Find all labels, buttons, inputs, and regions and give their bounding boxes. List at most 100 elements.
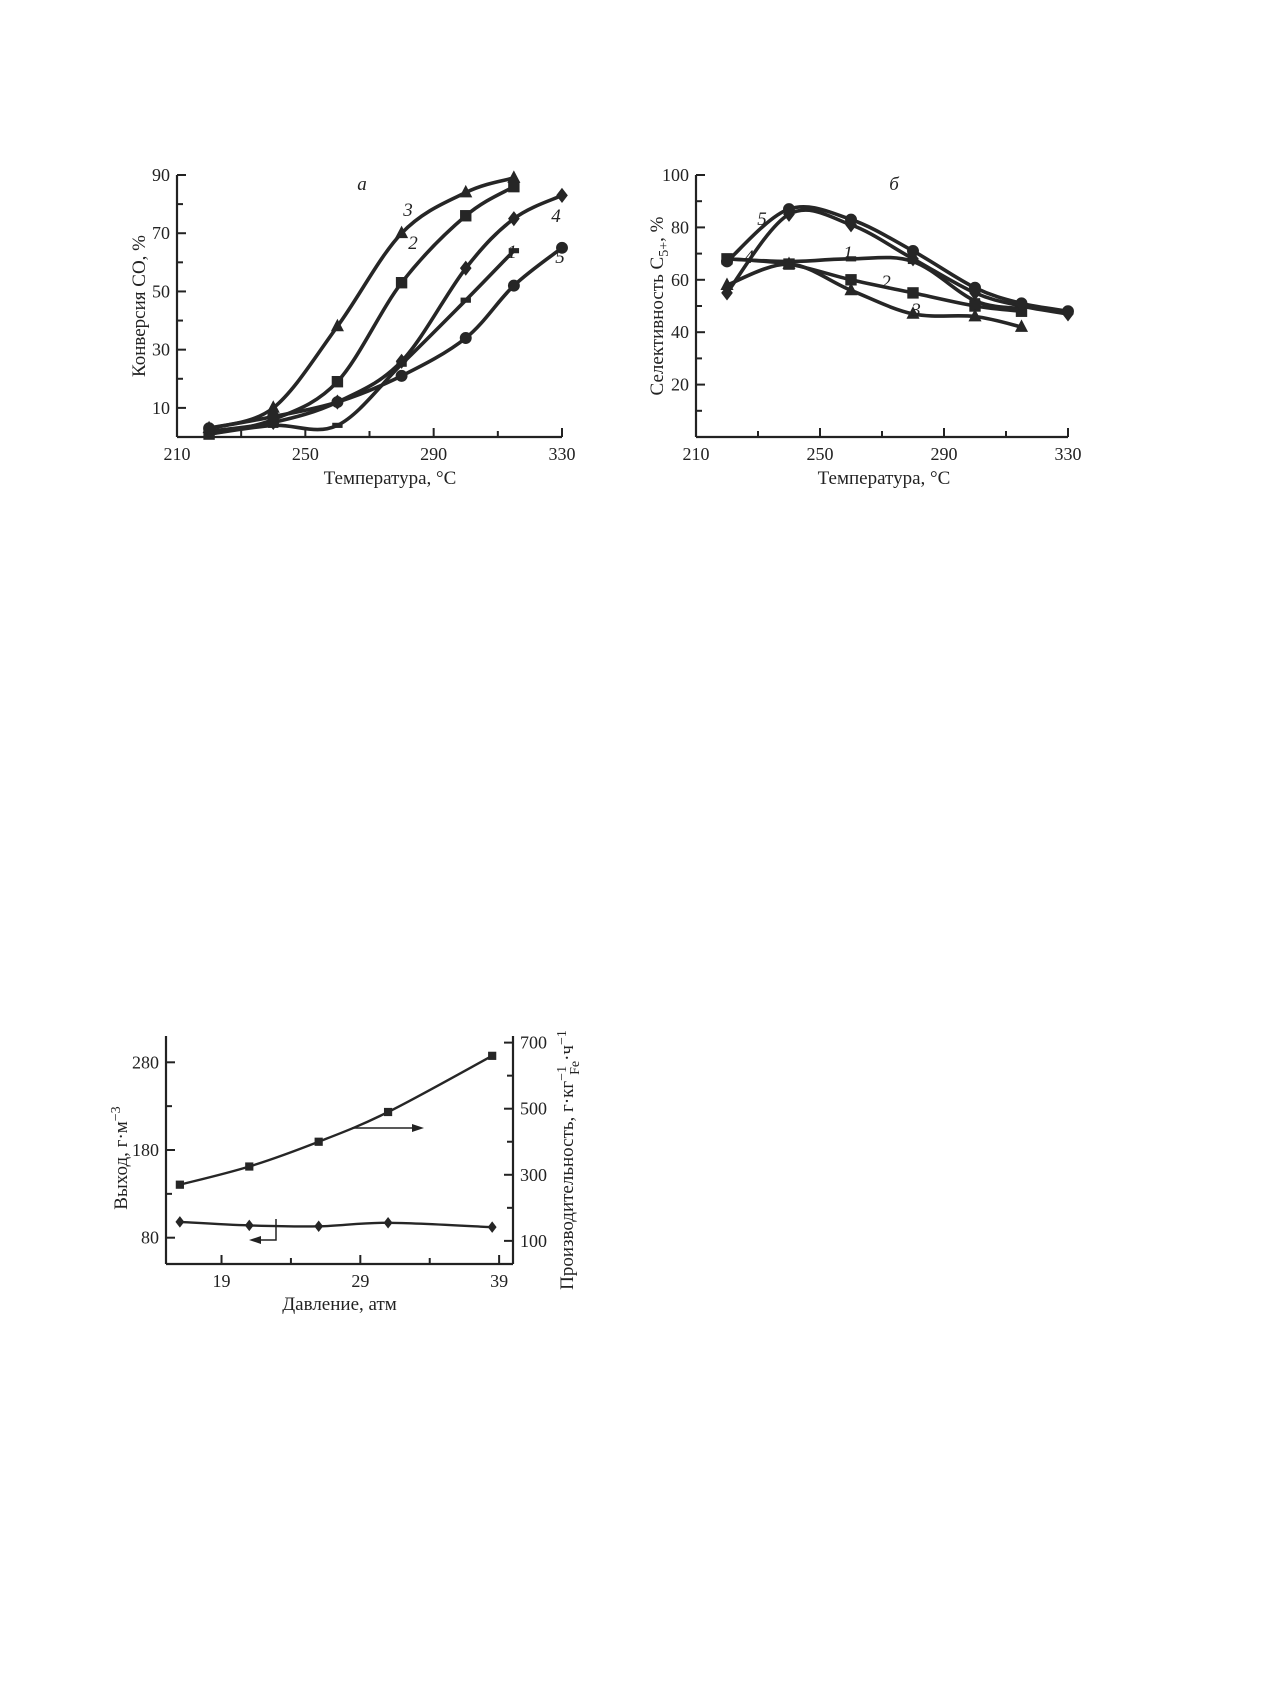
data-point xyxy=(845,213,857,226)
arrow-left-axis xyxy=(256,1219,277,1241)
y-tick-label: 100 xyxy=(662,165,689,185)
data-point xyxy=(488,1051,497,1060)
y-tick-label-left: 180 xyxy=(132,1140,159,1160)
data-point xyxy=(460,210,472,222)
series-2: 2 xyxy=(721,253,1028,317)
data-point xyxy=(507,170,521,183)
series-label-2: 2 xyxy=(881,272,891,293)
data-point xyxy=(721,255,733,268)
data-point xyxy=(314,1220,324,1233)
y-tick-label: 40 xyxy=(671,322,689,342)
y-axis-label-left: Выход, г·м−3 xyxy=(109,1106,132,1209)
x-tick-label: 19 xyxy=(213,1271,231,1291)
data-point xyxy=(395,225,409,239)
data-point xyxy=(487,1221,497,1233)
y-tick-label: 90 xyxy=(152,165,170,185)
data-point xyxy=(459,260,472,276)
data-point xyxy=(459,332,472,344)
panel-b: 210 250 290 330 20 40 60 80 100 б Температура, °C С… xyxy=(647,165,1082,489)
data-point xyxy=(175,1180,184,1189)
series-line-5 xyxy=(207,246,564,431)
x-axis-label: Температура, °C xyxy=(818,468,951,489)
data-point xyxy=(383,1107,393,1117)
series-line xyxy=(178,1220,494,1229)
series-5: 5 xyxy=(203,241,568,435)
series-label-5: 5 xyxy=(757,209,767,230)
data-point xyxy=(1062,305,1074,318)
data-point xyxy=(556,187,568,203)
x-tick-label: 39 xyxy=(490,1271,508,1291)
data-point xyxy=(721,285,733,301)
data-point xyxy=(556,241,568,254)
y-tick-label: 30 xyxy=(152,340,170,360)
series-productivity xyxy=(175,1051,497,1189)
data-point xyxy=(1014,319,1029,332)
x-tick-label: 290 xyxy=(931,444,958,464)
x-axis-label: Температура, °C xyxy=(324,468,457,489)
data-point xyxy=(508,248,520,254)
series-line-2 xyxy=(207,184,516,436)
y-tick-label: 50 xyxy=(152,281,170,301)
y-tick-label-right: 700 xyxy=(520,1033,547,1053)
data-point xyxy=(395,353,408,369)
x-tick-label: 250 xyxy=(807,444,834,464)
x-tick-label: 330 xyxy=(549,444,576,464)
x-tick-label: 210 xyxy=(683,444,710,464)
series-2: 2 xyxy=(203,180,520,440)
data-point xyxy=(906,306,920,319)
x-tick-label: 29 xyxy=(351,1271,369,1291)
data-point xyxy=(245,1162,254,1171)
x-axis-label: Давление, атм xyxy=(282,1294,397,1315)
data-point xyxy=(331,375,344,388)
y-tick-label: 60 xyxy=(671,270,689,290)
data-point xyxy=(782,256,796,269)
y-tick-label-left: 80 xyxy=(141,1228,159,1248)
data-point xyxy=(175,1216,185,1228)
y-tick-label-right: 500 xyxy=(520,1099,547,1119)
arrowhead xyxy=(412,1124,424,1132)
data-point xyxy=(203,422,216,435)
y-axis-label: Селективность C5+, % xyxy=(647,216,672,395)
data-point xyxy=(267,410,280,423)
data-point xyxy=(508,211,520,227)
y-axis-label: Конверсия CO, % xyxy=(129,235,150,377)
series-line xyxy=(178,1054,494,1186)
data-point xyxy=(459,184,473,198)
panel-a: 210 250 290 330 10 30 50 70 90 а Температура, °C Ко… xyxy=(129,165,576,489)
y-tick-label-right: 300 xyxy=(520,1165,547,1185)
data-point xyxy=(1015,297,1028,310)
x-tick-label: 290 xyxy=(420,444,447,464)
data-point xyxy=(331,396,344,409)
data-point xyxy=(968,308,982,322)
panel-label: а xyxy=(357,174,367,195)
series-label-1: 1 xyxy=(843,243,853,264)
y-tick-label-left: 280 xyxy=(132,1052,159,1072)
series-label-3: 3 xyxy=(402,200,413,221)
data-point xyxy=(783,203,795,216)
series-yield xyxy=(175,1216,497,1233)
data-point xyxy=(244,1219,254,1232)
data-point xyxy=(395,369,408,382)
data-point xyxy=(907,287,919,299)
series-label-5: 5 xyxy=(555,247,565,268)
y-axis-label-right: Производительность, г·кг−1Fe·ч−1 xyxy=(555,1030,583,1290)
data-point xyxy=(395,277,408,289)
series-4: 4 xyxy=(203,187,568,439)
x-tick-label: 330 xyxy=(1055,444,1082,464)
panel-pressure: 19 29 39 80 180 280 100 300 500 700 Давление, атм В… xyxy=(109,1030,583,1315)
series-label-1: 1 xyxy=(507,242,517,263)
data-point xyxy=(844,282,858,296)
y-tick-label: 20 xyxy=(671,375,689,395)
data-point xyxy=(460,297,471,303)
x-tick-label: 250 xyxy=(292,444,319,464)
data-point xyxy=(332,422,343,428)
data-point xyxy=(508,180,520,193)
series-5: 5 xyxy=(721,203,1074,318)
arrowhead xyxy=(249,1236,261,1244)
series-label-3: 3 xyxy=(910,300,921,321)
y-tick-label: 80 xyxy=(671,217,689,237)
data-point xyxy=(969,281,981,294)
series-3: 3 xyxy=(202,170,521,434)
